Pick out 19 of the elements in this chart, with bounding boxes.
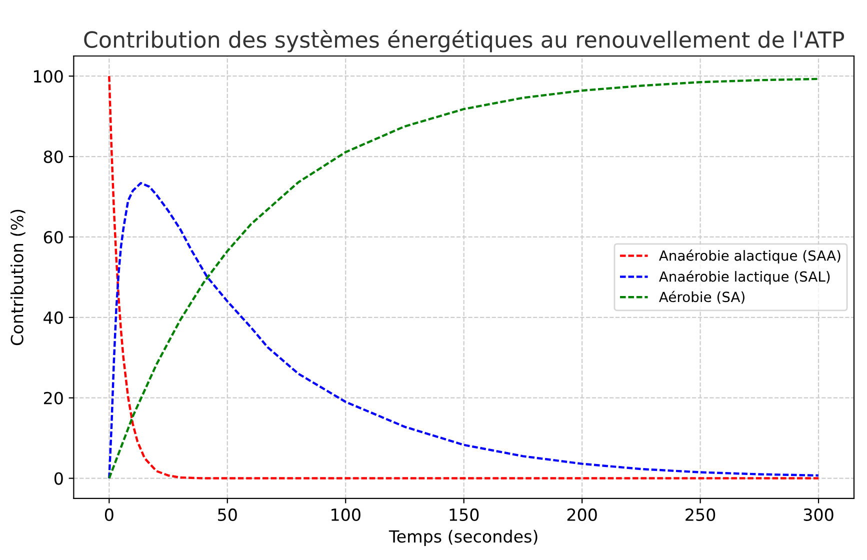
x-tick-label: 200 [567, 508, 597, 522]
x-tick-label: 250 [686, 508, 716, 522]
x-tick-label: 0 [104, 508, 114, 522]
legend-label: Aérobie (SA) [659, 290, 744, 304]
y-tick-label: 40 [44, 311, 63, 324]
x-tick-label: 100 [332, 508, 360, 522]
legend-label: Anaérobie lactique (SAL) [659, 270, 830, 284]
x-tick-label: 300 [804, 508, 834, 522]
y-tick-label: 80 [44, 150, 63, 164]
chart-title: Contribution des systèmes énergétiques au renouvellement de l'ATP [84, 30, 844, 52]
y-tick-label: 60 [44, 230, 63, 244]
y-tick-label: 20 [44, 392, 63, 404]
y-axis-title: Contribution (%) [10, 210, 26, 346]
y-tick-label: 100 [34, 70, 63, 83]
y-tick-label: 0 [54, 472, 63, 485]
x-tick-label: 50 [218, 508, 237, 522]
x-axis-title: Temps (secondes) [388, 530, 538, 546]
legend-label: Anaérobie alactique (SAA) [659, 250, 840, 264]
x-tick-label: 150 [450, 508, 479, 522]
